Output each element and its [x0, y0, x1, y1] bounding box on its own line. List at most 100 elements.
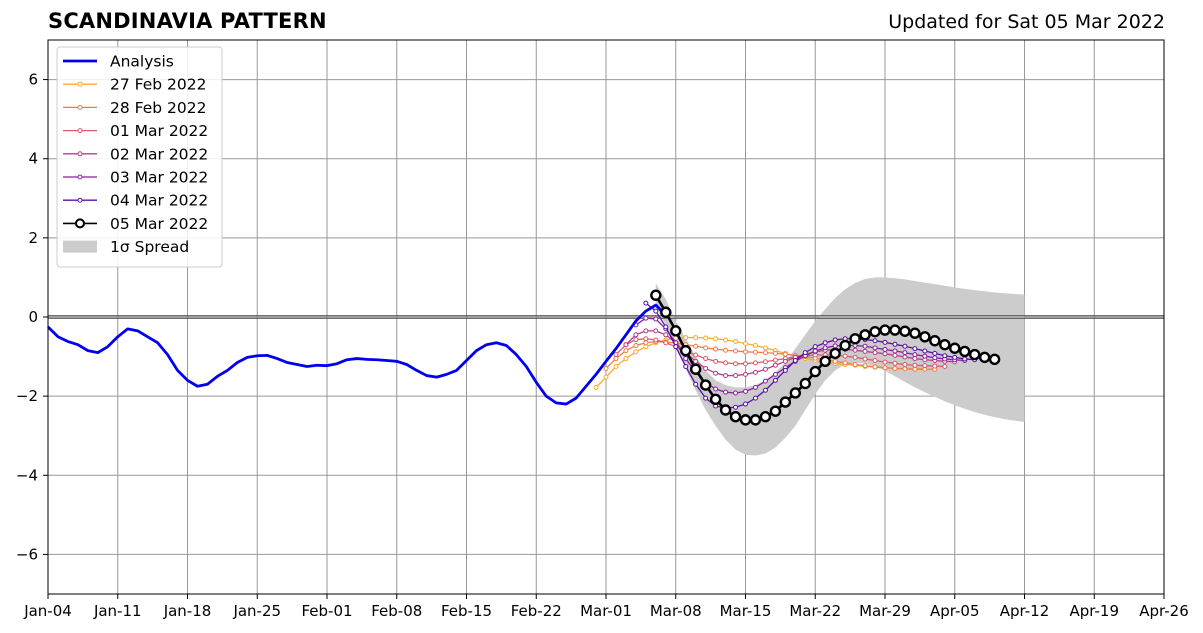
data-point [670, 325, 682, 337]
data-point [929, 335, 941, 347]
axes-frame [43, 39, 1165, 599]
data-point [713, 358, 719, 364]
data-point [683, 363, 689, 369]
x-tick-label: Apr-05 [930, 602, 980, 620]
data-point [902, 361, 908, 367]
x-tick-label: Jan-18 [163, 602, 212, 620]
x-tick-label: Jan-25 [232, 602, 281, 620]
data-point [772, 357, 778, 363]
data-point [819, 355, 831, 368]
x-tick-label: Jan-04 [23, 602, 72, 620]
data-point [752, 369, 758, 375]
data-point [892, 365, 898, 371]
data-point [633, 332, 639, 338]
data-point [643, 344, 649, 350]
x-tick-label: Apr-19 [1070, 602, 1120, 620]
data-point [912, 366, 918, 372]
data-point [909, 327, 921, 339]
data-point [723, 347, 729, 353]
y-tick-label: 0 [28, 308, 38, 326]
data-point [762, 350, 768, 356]
legend-item: 27 Feb 2022 [63, 76, 206, 94]
data-point [643, 315, 649, 321]
data-point [912, 346, 918, 352]
data-point [939, 339, 951, 351]
data-point [613, 352, 619, 358]
data-point [762, 366, 768, 372]
legend-item: 28 Feb 2022 [63, 99, 206, 117]
data-point [812, 344, 818, 350]
data-point [949, 342, 961, 354]
legend-marker [77, 151, 83, 157]
data-point [699, 379, 712, 391]
data-point [792, 358, 798, 364]
data-point [872, 345, 878, 351]
legend-item: 02 Mar 2022 [63, 145, 208, 163]
data-point [852, 361, 858, 367]
legend-marker [77, 104, 83, 110]
data-point [693, 352, 699, 358]
x-tick-label: Mar-22 [789, 602, 841, 620]
x-tick-label: Jan-11 [93, 602, 142, 620]
data-point [762, 345, 768, 351]
chart-subtitle: Updated for Sat 05 Mar 2022 [888, 11, 1165, 33]
plot-frame [47, 39, 1165, 595]
data-point [902, 354, 908, 360]
data-point [862, 348, 868, 354]
data-point [968, 348, 981, 361]
data-point [769, 405, 782, 417]
data-point [713, 336, 719, 342]
spread-band [655, 277, 1025, 456]
data-point [772, 377, 778, 383]
data-point [723, 373, 729, 379]
data-point [663, 332, 669, 338]
data-point [962, 356, 968, 362]
data-point [902, 343, 908, 349]
data-point [942, 353, 948, 359]
data-point [852, 347, 858, 353]
data-point [809, 365, 821, 378]
data-point [912, 352, 918, 358]
spread-area [655, 277, 1025, 456]
data-point [693, 335, 699, 341]
data-point [683, 356, 689, 362]
data-point [703, 345, 709, 351]
legend-label: 03 Mar 2022 [110, 169, 208, 187]
data-point [892, 360, 898, 366]
data-point [988, 353, 1001, 366]
data-point [839, 339, 851, 352]
data-point [752, 395, 758, 401]
data-point [892, 352, 898, 358]
legend-box [56, 46, 223, 268]
data-point [743, 341, 748, 347]
legend-item: 03 Mar 2022 [63, 169, 208, 187]
data-point [713, 346, 719, 352]
data-point [749, 414, 762, 426]
legend-marker [75, 218, 85, 229]
data-point [889, 324, 901, 336]
data-point [902, 350, 908, 356]
data-point [772, 362, 778, 368]
series [47, 289, 1001, 426]
data-point [623, 342, 629, 348]
legend-label: 27 Feb 2022 [110, 76, 206, 94]
data-point [932, 355, 938, 361]
data-point [782, 358, 788, 364]
legend-item: Analysis [63, 53, 174, 71]
data-point [653, 337, 659, 343]
data-point [899, 325, 911, 337]
data-point [932, 363, 938, 369]
data-point [650, 289, 662, 301]
data-point [673, 335, 679, 341]
data-point [723, 360, 729, 366]
legend-label: 28 Feb 2022 [110, 99, 206, 117]
data-point [772, 350, 778, 356]
y-tick-label: −4 [16, 466, 38, 484]
data-point [862, 343, 868, 349]
x-tick-label: Feb-15 [441, 602, 492, 620]
y-tick-label: −6 [16, 545, 38, 563]
data-point [829, 347, 841, 360]
data-point [752, 360, 758, 366]
legend-label: 04 Mar 2022 [110, 192, 208, 210]
data-point [942, 363, 948, 369]
